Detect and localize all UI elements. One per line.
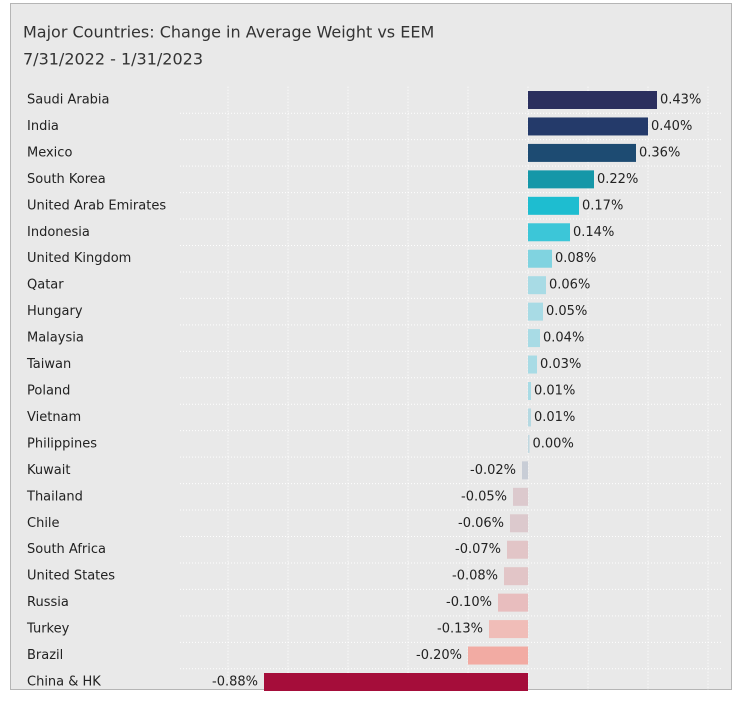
- value-label: 0.43%: [660, 93, 701, 108]
- bar: [528, 143, 636, 162]
- bar: [528, 382, 531, 400]
- category-label: South Korea: [27, 172, 106, 187]
- bar: [528, 355, 537, 374]
- value-label: 0.01%: [534, 384, 575, 399]
- category-label: India: [27, 119, 59, 134]
- category-label: China & HK: [27, 675, 101, 690]
- category-label: Qatar: [27, 278, 64, 293]
- bar: [528, 408, 531, 427]
- category-label: United Kingdom: [27, 251, 131, 266]
- category-label: Indonesia: [27, 225, 90, 240]
- value-label: -0.88%: [212, 675, 258, 690]
- value-label: 0.03%: [540, 357, 581, 372]
- category-label: United States: [27, 569, 115, 584]
- bar: [507, 540, 528, 559]
- value-label: -0.02%: [470, 463, 516, 478]
- bar: [510, 514, 528, 533]
- bar: [528, 302, 543, 321]
- category-label: Vietnam: [27, 410, 81, 425]
- value-label: 0.22%: [597, 172, 638, 187]
- value-label: 0.17%: [582, 198, 623, 213]
- category-label: Mexico: [27, 145, 72, 160]
- category-label: Turkey: [26, 622, 70, 637]
- category-label: Kuwait: [27, 463, 70, 478]
- bar: [513, 487, 528, 506]
- bar: [528, 276, 546, 295]
- value-label: -0.13%: [437, 622, 483, 637]
- bar: [468, 646, 528, 665]
- value-label: 0.14%: [573, 225, 614, 240]
- category-label: Taiwan: [26, 357, 71, 372]
- value-label: 0.40%: [651, 119, 692, 134]
- value-label: -0.20%: [416, 648, 462, 663]
- value-label: 0.05%: [546, 304, 587, 319]
- category-label: Saudi Arabia: [27, 93, 110, 108]
- category-label: Russia: [27, 595, 69, 610]
- category-label: South Africa: [27, 542, 106, 557]
- value-label: -0.07%: [455, 542, 501, 557]
- value-label: -0.06%: [458, 516, 504, 531]
- category-label: Chile: [27, 516, 60, 531]
- bar: [528, 434, 530, 453]
- bar: [528, 329, 540, 348]
- chart-title: Major Countries: Change in Average Weigh…: [23, 23, 434, 42]
- bar: [504, 567, 528, 586]
- bar: [528, 170, 594, 189]
- value-label: 0.08%: [555, 251, 596, 266]
- bar: [528, 223, 570, 242]
- category-label: Brazil: [27, 648, 63, 663]
- chart-subtitle: 7/31/2022 - 1/31/2023: [23, 50, 203, 69]
- value-label: -0.10%: [446, 595, 492, 610]
- bar: [264, 673, 528, 691]
- category-label: Malaysia: [27, 331, 84, 346]
- bar: [528, 117, 648, 136]
- category-label: Poland: [27, 384, 70, 399]
- value-label: 0.36%: [639, 145, 680, 160]
- category-label: United Arab Emirates: [27, 198, 166, 213]
- bar: [528, 249, 552, 268]
- value-label: 0.06%: [549, 278, 590, 293]
- value-label: 0.00%: [533, 436, 574, 451]
- value-label: 0.04%: [543, 331, 584, 346]
- value-label: -0.05%: [461, 489, 507, 504]
- bar: [489, 620, 528, 639]
- value-label: -0.08%: [452, 569, 498, 584]
- bar: [498, 593, 528, 612]
- category-label: Philippines: [27, 436, 97, 451]
- bar: [528, 91, 657, 109]
- bar: [522, 461, 528, 480]
- bar: [528, 196, 579, 215]
- category-label: Hungary: [27, 304, 83, 319]
- value-label: 0.01%: [534, 410, 575, 425]
- category-label: Thailand: [26, 489, 83, 504]
